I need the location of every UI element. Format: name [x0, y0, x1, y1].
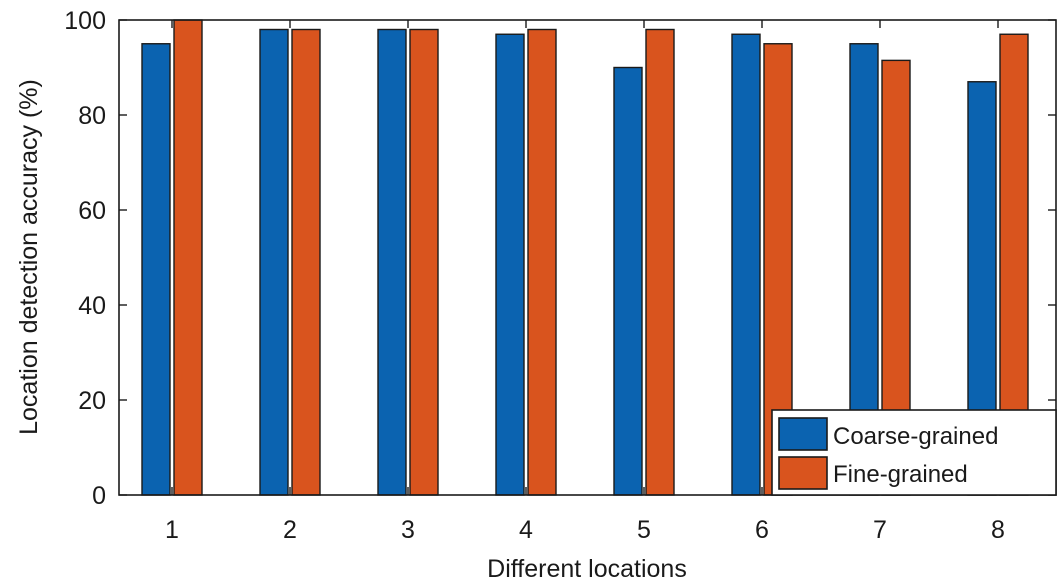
x-tick-label: 4 [519, 516, 533, 544]
bar-coarse-grained-1 [141, 43, 171, 496]
legend-label-fine-grained: Fine-grained [833, 461, 968, 488]
y-tick-label: 60 [78, 197, 106, 225]
bar-fine-grained-4 [527, 28, 557, 496]
bar-coarse-grained-3 [377, 28, 407, 496]
bar-fine-grained-5 [645, 28, 675, 496]
x-tick-label: 6 [755, 516, 769, 544]
legend: Coarse-grained Fine-grained [771, 409, 1057, 496]
x-tick-label: 8 [991, 516, 1005, 544]
bar-coarse-grained-4 [495, 33, 525, 496]
x-tick-label: 7 [873, 516, 887, 544]
y-tick-label: 20 [78, 387, 106, 415]
bar-coarse-grained-6 [731, 33, 761, 496]
bar-fine-grained-1 [173, 19, 203, 496]
x-tick-label: 5 [637, 516, 651, 544]
x-tick-label: 2 [283, 516, 297, 544]
legend-swatch-coarse-grained [778, 417, 828, 451]
y-tick-label: 80 [78, 102, 106, 130]
bar-fine-grained-3 [409, 28, 439, 496]
legend-swatch-fine-grained [778, 456, 828, 490]
x-tick-label: 3 [401, 516, 415, 544]
legend-label-coarse-grained: Coarse-grained [833, 423, 998, 450]
y-axis-label: Location detection accuracy (%) [15, 79, 43, 435]
x-tick-label: 1 [165, 516, 179, 544]
y-tick-label: 40 [78, 292, 106, 320]
bar-coarse-grained-5 [613, 66, 643, 496]
y-tick-label: 0 [92, 482, 106, 510]
y-tick-label: 100 [64, 7, 106, 35]
plot-frame [118, 19, 1057, 496]
bar-fine-grained-2 [291, 28, 321, 496]
x-axis-label: Different locations [487, 555, 687, 583]
bar-coarse-grained-2 [259, 28, 289, 496]
